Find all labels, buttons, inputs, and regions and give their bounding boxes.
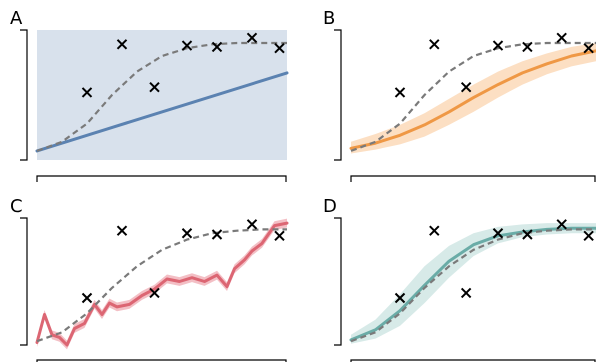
panel-d-observation-marker xyxy=(522,229,533,240)
panel-a-uncertainty-band xyxy=(37,30,287,160)
panel-c-observation-marker xyxy=(81,292,93,304)
panel-a-observation-marker xyxy=(274,42,285,54)
panel-b-observation-marker xyxy=(429,39,440,50)
panel-a-observation-marker xyxy=(81,87,93,98)
panel-d-observation-marker xyxy=(492,228,504,239)
panel-b-true-function xyxy=(350,41,596,152)
panel-d-observation-marker xyxy=(429,225,440,236)
panel-c-observation-marker xyxy=(181,228,193,239)
panel-c-y-axis xyxy=(20,217,28,346)
panel-a-fit-line xyxy=(35,71,289,153)
panel-c-label: C xyxy=(10,196,23,217)
panel-c-observation-marker xyxy=(116,225,128,236)
panel-a-observation-marker xyxy=(211,41,223,53)
panel-c-fit-line xyxy=(35,221,289,347)
panel-d-y-axis xyxy=(334,217,342,346)
panel-d-true-function xyxy=(350,228,596,343)
panel-c-true-function xyxy=(36,228,287,343)
panel-d: D xyxy=(323,196,596,362)
panel-b-observation-marker xyxy=(556,32,567,44)
panel-b-label: B xyxy=(323,8,335,29)
panel-c-observation-marker xyxy=(211,229,223,240)
panel-d-x-axis xyxy=(350,359,596,362)
panel-d-observation-marker xyxy=(394,292,406,304)
panel-b-observation-marker xyxy=(460,81,472,93)
panel-a-observation-marker xyxy=(246,32,258,44)
panel-c-observation-marker xyxy=(274,230,285,241)
panel-a-label: A xyxy=(10,8,23,29)
panel-b-observation-marker xyxy=(583,42,594,54)
panel-d-observation-marker xyxy=(583,230,594,241)
panel-a: A xyxy=(10,8,289,182)
panel-b-y-axis xyxy=(334,29,342,161)
panel-a-true-function xyxy=(36,41,287,152)
panel-c-x-axis xyxy=(36,359,287,362)
panel-b: B xyxy=(323,8,596,182)
panel-c-observation-marker xyxy=(246,219,258,230)
panel-b-observation-marker xyxy=(492,40,504,51)
panel-d-observation-marker xyxy=(460,287,472,299)
panel-d-label: D xyxy=(323,196,337,217)
panel-b-x-axis xyxy=(350,175,596,182)
panel-a-observation-marker xyxy=(116,39,128,50)
panel-b-fit-line xyxy=(349,49,596,150)
panel-c-observation-marker xyxy=(149,287,160,299)
panel-d-observation-marker xyxy=(556,219,567,230)
panel-b-observation-marker xyxy=(522,41,533,53)
panel-b-observation-marker xyxy=(394,87,406,98)
panel-d-fit-line xyxy=(349,226,596,342)
panel-d-uncertainty-band xyxy=(351,223,596,344)
panel-a-observation-marker xyxy=(181,40,193,51)
panel-a-y-axis xyxy=(20,29,28,161)
panel-c: C xyxy=(10,196,289,362)
panel-a-x-axis xyxy=(36,175,287,182)
panel-a-observation-marker xyxy=(149,81,160,93)
